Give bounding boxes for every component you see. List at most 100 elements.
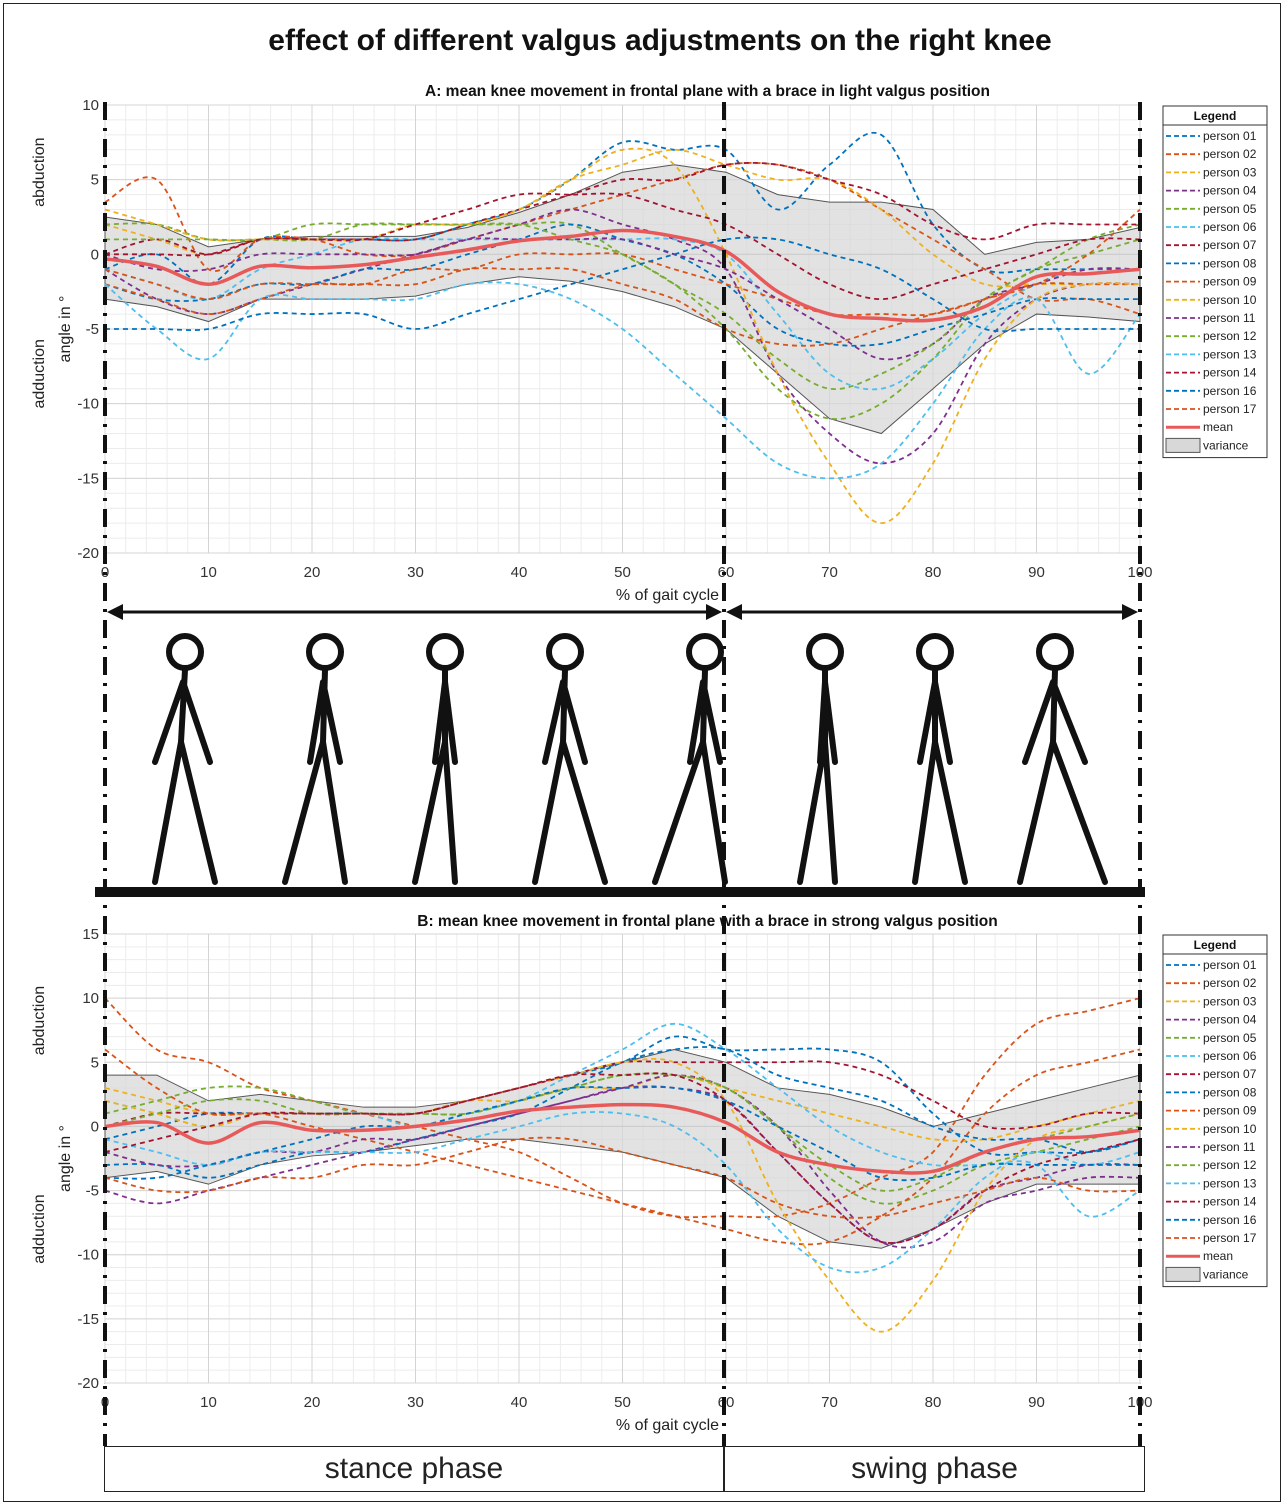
y-axis-label: angle in ° [57,1125,74,1192]
series-line-person-07 [104,161,1140,256]
stance-arrow [107,604,722,620]
legend-swatch-variance [1165,1266,1201,1282]
figure-title: effect of different valgus adjustments o… [268,24,1052,57]
series-line-person-10 [104,147,1141,525]
legend-label: person 11 [1203,311,1256,325]
x-axis-label: % of gait cycle [616,1417,719,1434]
variance-band [104,164,1141,435]
series-line-person-14 [104,1072,1141,1244]
legend: Legend person 01 person 02 person 03 person … [1162,934,1268,1288]
y-axis-label-adduction: adduction [31,339,48,408]
legend-label: person 17 [1203,402,1257,416]
legend-label: person 08 [1203,256,1257,270]
x-tick-label: 80 [925,1394,942,1411]
walker-figure-2 [282,633,348,885]
legend-label: person 02 [1203,976,1257,990]
y-tick-label: 0 [91,1118,99,1135]
legend-swatch-variance [1165,437,1201,453]
legend-title: Legend [1194,938,1237,952]
legend-label: person 01 [1203,958,1257,972]
legend-label: person 11 [1203,1140,1256,1154]
series-line-person-05 [104,221,1141,420]
legend-label: person 05 [1203,1031,1257,1045]
walker-figure-6 [797,633,844,885]
walker-figure-7 [912,633,968,885]
legend-title: Legend [1194,109,1237,123]
y-tick-label: -10 [77,396,99,413]
swing-phase-box: swing phase [724,1446,1145,1492]
y-tick-label: 5 [91,172,99,189]
legend-label: person 16 [1203,384,1257,398]
series-line-person-17 [104,1136,1141,1219]
y-tick-label: 15 [82,926,99,943]
x-tick-label: 30 [407,564,424,581]
walker-figure-4 [532,633,608,885]
y-tick-label: -20 [77,1375,99,1392]
y-tick-label: 5 [91,1054,99,1071]
stance-phase-box: stance phase [104,1446,724,1492]
series-line-person-07 [104,1060,1141,1130]
x-tick-label: 40 [511,564,528,581]
legend-label: person 01 [1203,129,1257,143]
y-axis-label-abduction: abduction [31,138,48,207]
y-tick-label: -5 [86,1183,99,1200]
y-tick-label: -15 [77,470,99,487]
legend-label: person 17 [1203,1231,1257,1245]
x-tick-label: 70 [821,564,838,581]
legend-box [1162,105,1268,459]
ground-line [95,887,1145,897]
y-tick-label: -15 [77,1311,99,1328]
y-tick-label: 0 [91,246,99,263]
legend-label: person 14 [1203,1195,1257,1209]
series-line-person-01 [104,131,1140,286]
mean-line [104,1102,1141,1175]
y-tick-label: -10 [77,1247,99,1264]
walking-figures-illustration [95,633,1145,897]
series-line-person-17 [104,208,1141,347]
walker-figure-5 [652,633,728,885]
x-tick-label: 50 [614,1394,631,1411]
series-line-person-05 [104,1072,1141,1205]
x-axis-label: % of gait cycle [616,587,719,604]
arrow-head-left [726,604,742,620]
series-line-person-11 [104,237,1141,361]
x-tick-label: 10 [200,1394,217,1411]
y-axis-label-abduction: abduction [31,986,48,1055]
y-axis-label: angle in ° [57,296,74,363]
series-line-person-08 [104,1046,1141,1179]
legend-label: person 06 [1203,220,1257,234]
legend-label: mean [1203,1249,1233,1263]
arrow-head-right [1122,604,1138,620]
legend-label: person 13 [1203,347,1257,361]
x-tick-label: 20 [304,1394,321,1411]
series-line-person-16 [104,1086,1140,1182]
x-tick-label: 10 [200,564,217,581]
swing-arrow [726,604,1138,620]
legend-label: person 04 [1203,184,1257,198]
mean-line [104,228,1141,323]
series-line-person-09 [104,1048,1141,1246]
legend-label: person 03 [1203,994,1257,1008]
series-line-person-04 [104,1074,1141,1249]
y-tick-label: -5 [86,321,99,338]
legend-label: person 08 [1203,1085,1257,1099]
chart-panel-b: 0102030405060708090100151050-5-10-15-20%… [31,913,1268,1434]
walker-figure-1 [152,633,218,885]
legend-label: person 09 [1203,275,1257,289]
series-line-person-12 [105,222,1141,391]
legend-box [1162,934,1268,1288]
x-tick-label: 40 [511,1394,528,1411]
x-tick-label: 50 [614,564,631,581]
legend: Legend person 01 person 02 person 03 person … [1162,105,1268,459]
y-tick-label: 10 [82,990,99,1007]
walker-figure-3 [412,633,464,885]
x-tick-label: 80 [925,564,942,581]
x-tick-label: 30 [407,1394,424,1411]
legend-label: person 04 [1203,1013,1257,1027]
legend-label: variance [1203,438,1249,452]
legend-label: person 07 [1203,1067,1257,1081]
arrow-head-right [706,604,722,620]
arrow-head-left [107,604,123,620]
series-line-person-16 [105,236,1140,333]
